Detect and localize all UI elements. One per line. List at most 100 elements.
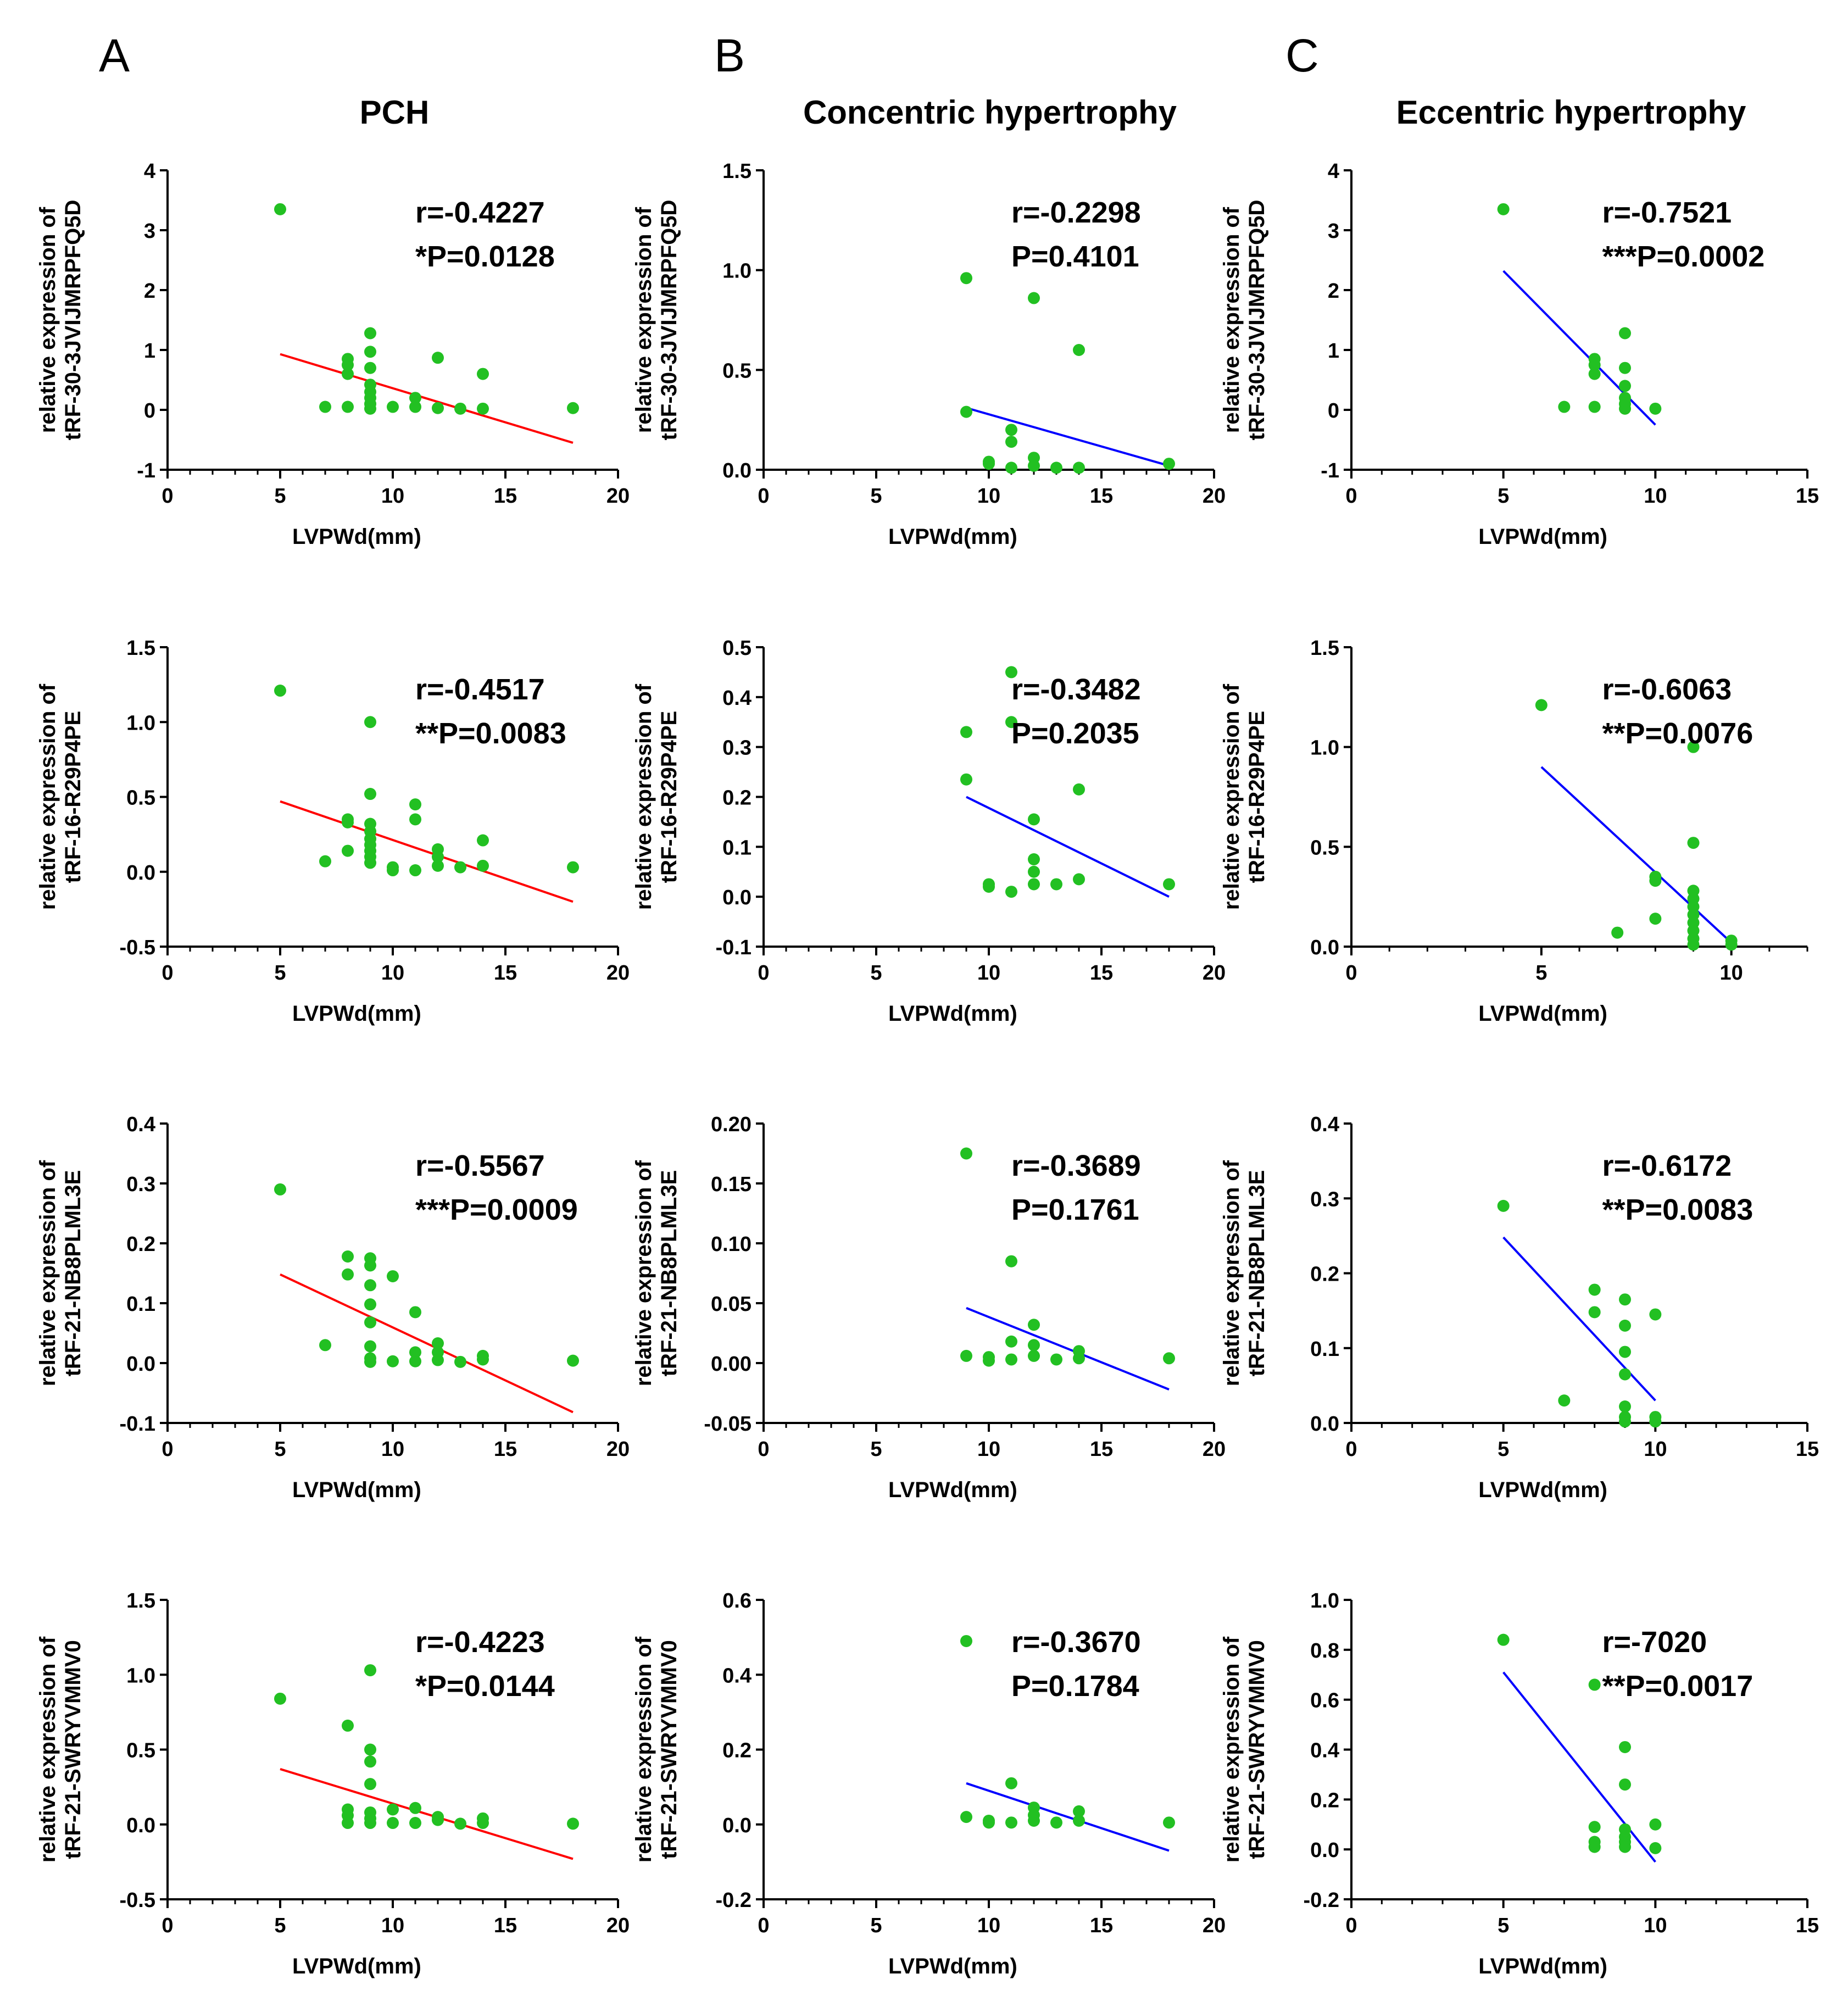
y-tick-label: 0.4	[126, 1113, 155, 1136]
correlation-r-label: r=-0.7521	[1602, 196, 1732, 229]
data-point	[1073, 1805, 1085, 1817]
data-point	[1649, 1818, 1662, 1831]
y-tick-label: 1.0	[126, 711, 155, 735]
data-point	[1588, 401, 1601, 413]
y-tick-label: 0.1	[722, 836, 752, 859]
data-point	[274, 1692, 286, 1705]
correlation-r-label: r=-0.4223	[415, 1626, 545, 1659]
data-point	[342, 401, 354, 413]
data-point	[1028, 459, 1040, 472]
y-tick-label: 0.6	[1310, 1689, 1339, 1713]
y-tick-label: 0.2	[1310, 1789, 1339, 1812]
regression-line	[966, 407, 1170, 467]
data-point	[387, 1817, 399, 1830]
y-axis-label-line1: relative expression of	[1220, 207, 1244, 433]
x-tick-label: 0	[1345, 1914, 1357, 1937]
x-tick-label: 0	[162, 961, 173, 985]
x-tick-label: 10	[381, 961, 404, 985]
data-point	[1028, 853, 1040, 866]
data-point	[409, 1817, 421, 1830]
data-point	[960, 1811, 972, 1823]
data-point	[432, 850, 444, 863]
data-point	[274, 685, 286, 697]
data-point	[387, 1355, 399, 1367]
x-tick-label: 0	[1345, 1438, 1357, 1461]
x-tick-label: 15	[494, 1914, 517, 1937]
correlation-r-label: r=-0.6063	[1602, 673, 1732, 706]
data-point	[342, 1250, 354, 1263]
y-tick-label: 3	[144, 220, 155, 243]
data-point	[1005, 1816, 1017, 1829]
column-title-a: PCH	[360, 94, 430, 131]
data-point	[1619, 1841, 1631, 1853]
data-point	[1163, 1816, 1175, 1829]
x-tick-label: 20	[1203, 961, 1226, 985]
data-point	[1649, 1415, 1662, 1428]
regression-line	[966, 1782, 1170, 1852]
regression-line	[280, 353, 574, 444]
y-tick-label: 4	[1328, 160, 1339, 183]
y-tick-label: 2	[1328, 280, 1339, 303]
data-point	[409, 1355, 421, 1367]
data-point	[477, 402, 489, 415]
data-point	[454, 1355, 466, 1368]
data-point	[1497, 1199, 1510, 1212]
data-point	[387, 401, 399, 413]
y-tick-label: -0.5	[120, 1889, 155, 1912]
data-point	[1028, 813, 1040, 826]
y-tick-label: 0.4	[722, 1664, 752, 1687]
regression-line	[280, 800, 574, 903]
data-point	[1028, 1814, 1040, 1827]
y-tick-label: -0.1	[716, 936, 752, 959]
y-axis-label-line2: tRF-16-R29P4PE	[61, 711, 85, 883]
y-tick-label: 0.3	[1310, 1188, 1339, 1211]
y-tick-label: 0	[1328, 399, 1339, 422]
x-tick-label: 15	[1090, 1914, 1113, 1937]
y-axis-label-line2: tRF-21-SWRYVMMV0	[657, 1640, 681, 1859]
data-point	[567, 1354, 579, 1367]
y-tick-label: 0.3	[126, 1173, 155, 1196]
y-tick-label: 0.15	[711, 1173, 752, 1196]
data-point	[1619, 402, 1631, 415]
data-point	[1619, 380, 1631, 392]
p-value-label: *P=0.0144	[415, 1670, 555, 1703]
correlation-r-label: r=-0.3670	[1011, 1626, 1141, 1659]
data-point	[1005, 666, 1017, 679]
y-axis-label-line2: tRF-30-3JVIJMRPFQ5D	[1245, 200, 1269, 441]
scatter-panel-c3: 0.0 0.1 0.2 0.3 0.4 0 5 10 15 LVPWd(mm) relative e…	[1220, 1113, 1819, 1502]
scatter-panel-c1: -1 0 1 2 3 4 0 5 10 15 LVPWd(mm) relative expressio…	[1220, 160, 1819, 549]
y-tick-label: -0.05	[704, 1413, 752, 1436]
y-axis-label-line1: relative expression of	[1220, 1160, 1244, 1386]
y-axis-label-line2: tRF-21-NB8PLML3E	[61, 1170, 85, 1377]
correlation-r-label: r=-0.5567	[415, 1149, 545, 1182]
y-tick-label: 1.0	[722, 260, 752, 283]
data-point	[1619, 1741, 1631, 1753]
data-point	[319, 401, 331, 413]
panel-letter-b: B	[714, 30, 745, 81]
scatter-panel-a1: -1 0 1 2 3 4 0 5 10 15 20 LVPWd(mm) relative express…	[36, 160, 630, 549]
x-axis-label: LVPWd(mm)	[888, 1478, 1017, 1502]
data-point	[1005, 1353, 1017, 1366]
y-axis-label-line2: tRF-30-3JVIJMRPFQ5D	[657, 200, 681, 441]
data-point	[1535, 699, 1548, 711]
data-point	[1619, 327, 1631, 340]
x-tick-label: 20	[606, 1914, 630, 1937]
y-tick-label: 1.5	[126, 637, 155, 660]
y-tick-label: 0.2	[722, 787, 752, 810]
y-tick-label: 0.10	[711, 1233, 752, 1256]
data-point	[1497, 203, 1510, 215]
y-axis-label-line2: tRF-30-3JVIJMRPFQ5D	[61, 200, 85, 441]
y-tick-label: 0.5	[1310, 836, 1339, 859]
x-axis-label: LVPWd(mm)	[888, 1954, 1017, 1978]
data-point	[1588, 1678, 1601, 1691]
data-point	[983, 1354, 995, 1367]
correlation-r-label: r=-0.3689	[1011, 1149, 1141, 1182]
x-tick-label: 0	[1345, 485, 1357, 508]
y-tick-label: 4	[144, 160, 155, 183]
data-point	[960, 405, 972, 418]
x-tick-label: 10	[977, 1438, 1000, 1461]
scatter-panel-b3: -0.05 0.00 0.05 0.10 0.15 0.20 0 5 10 15 20 LVPWd(m…	[632, 1113, 1226, 1502]
data-point	[432, 352, 444, 364]
data-point	[342, 1268, 354, 1281]
x-tick-label: 0	[162, 1914, 173, 1937]
